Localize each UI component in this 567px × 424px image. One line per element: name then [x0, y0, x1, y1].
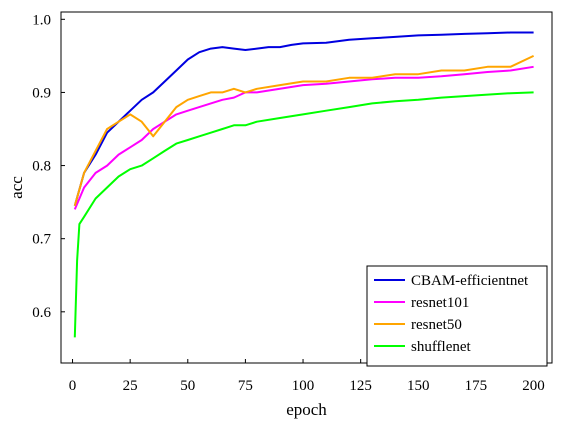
series-line-0: [73, 31, 534, 207]
y-tick-label-0: 0.6: [32, 305, 51, 321]
legend-label-1: resnet101: [411, 295, 469, 311]
y-tick-label-1: 0.7: [32, 232, 51, 248]
x-tick-label-4: 100: [292, 378, 315, 394]
x-axis-label: epoch: [286, 400, 327, 419]
plot-frame: [60, 11, 553, 364]
x-tick-label-5: 125: [349, 378, 372, 394]
series-line-3: [73, 91, 534, 338]
legend-label-3: shufflenet: [411, 339, 472, 355]
x-tick-label-3: 75: [238, 378, 253, 394]
x-tick-label-1: 25: [123, 378, 138, 394]
x-tick-label-0: 0: [69, 378, 77, 394]
legend-box: [366, 265, 548, 367]
series-layer: [73, 31, 535, 338]
y-tick-label-2: 0.8: [32, 159, 51, 175]
y-axis-label: acc: [7, 176, 26, 199]
y-axis-ticks: 0.6 0.7 0.8 0.9 1.0: [32, 12, 65, 321]
y-tick-label-4: 1.0: [32, 12, 51, 28]
x-tick-label-2: 50: [180, 378, 195, 394]
legend-label-0: CBAM-efficientnet: [411, 273, 529, 289]
x-tick-label-8: 200: [522, 378, 545, 394]
x-tick-label-6: 150: [407, 378, 430, 394]
legend: CBAM-efficientnet resnet101 resnet50 shuffl…: [366, 265, 548, 367]
series-line-1: [73, 65, 534, 210]
series-line-2: [73, 54, 535, 207]
x-tick-label-7: 175: [465, 378, 488, 394]
legend-label-2: resnet50: [411, 317, 462, 333]
y-tick-label-3: 0.9: [32, 85, 51, 101]
